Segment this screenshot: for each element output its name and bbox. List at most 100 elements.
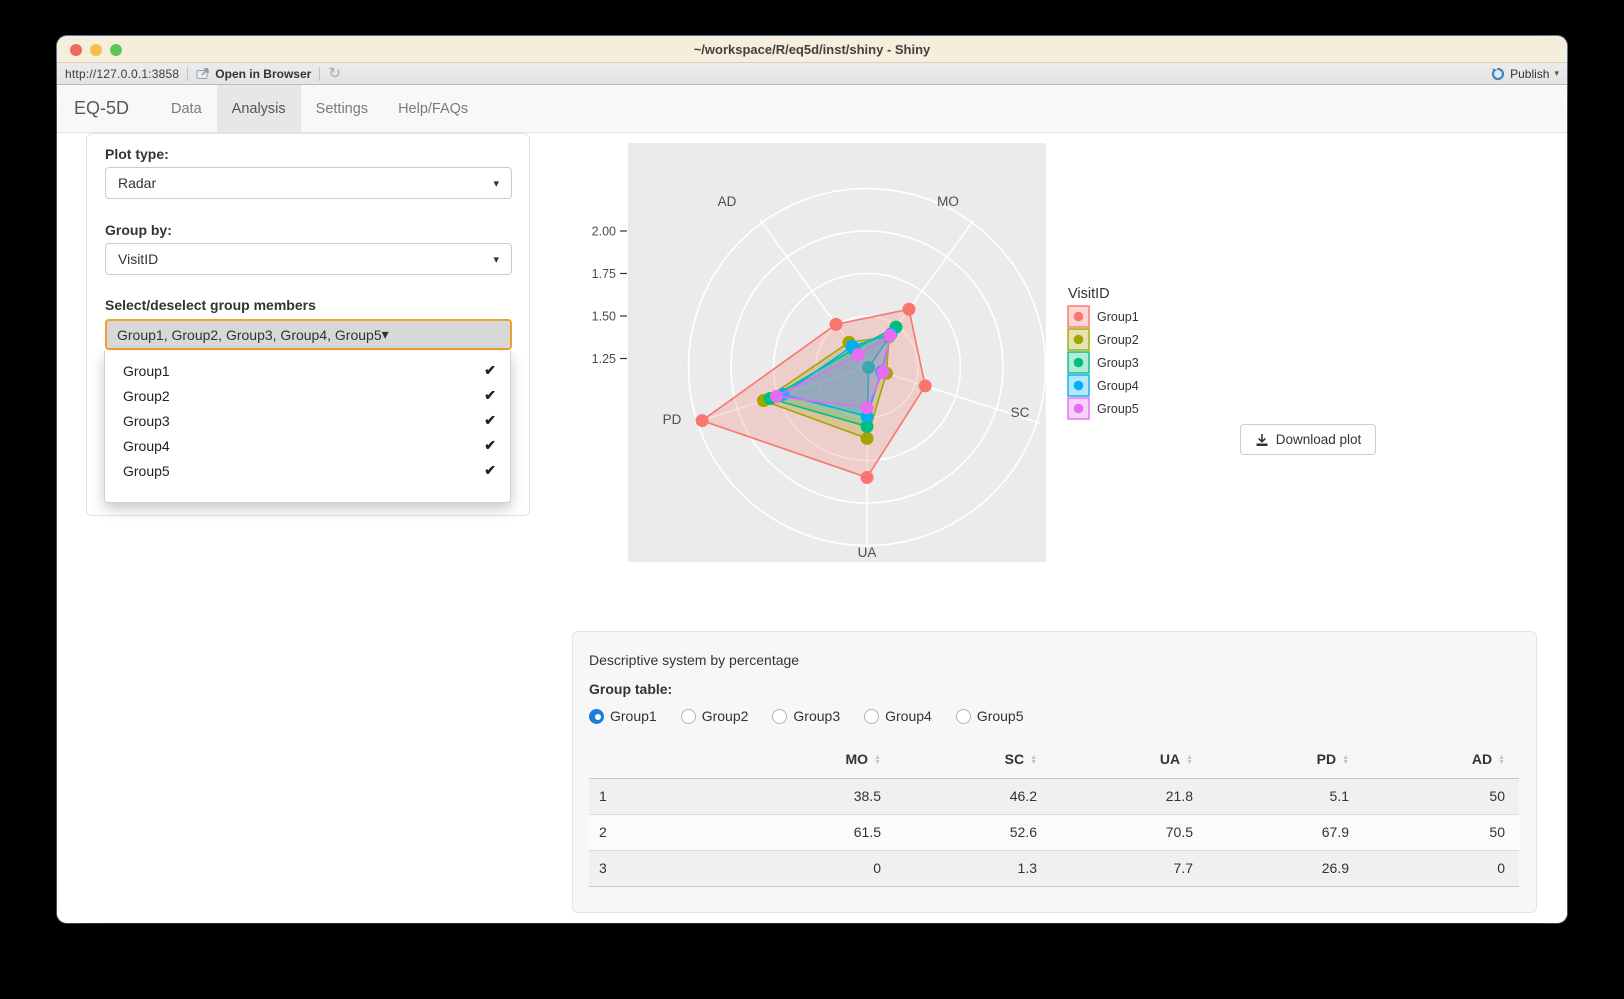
radio-label: Group5 (976, 708, 1024, 724)
dropdown-option-label: Group1 (123, 362, 170, 379)
sort-arrows-icon: ▲ ▼ (1342, 754, 1349, 767)
plot-type-select[interactable]: Radar ▾ (105, 167, 512, 199)
dropdown-option-group3[interactable]: Group3 ✔ (105, 408, 510, 433)
legend-label-group5: Group5 (1097, 402, 1139, 416)
plot-area (628, 143, 1046, 562)
sort-arrows-icon: ▲ ▼ (1498, 754, 1505, 767)
axis-label-SC: SC (1011, 405, 1030, 420)
table-cell: 61.5 (739, 814, 895, 851)
table-cell: 70.5 (1051, 814, 1207, 851)
dropdown-option-group1[interactable]: Group1 ✔ (105, 358, 510, 383)
data-point-group5 (851, 348, 865, 362)
dropdown-option-label: Group4 (123, 437, 170, 454)
legend-point-group2 (1073, 334, 1084, 345)
column-header-label: SC (1004, 750, 1025, 767)
dropdown-option-group5[interactable]: Group5 ✔ (105, 458, 510, 483)
viewer-toolbar: http://127.0.0.1:3858 Open in Browser ↻ … (57, 63, 1567, 85)
axis-label-MO: MO (937, 194, 959, 209)
column-header-label: MO (845, 750, 869, 767)
table-cell: 1.3 (895, 850, 1051, 887)
tab-data[interactable]: Data (171, 100, 202, 117)
radial-tick-label: 2.00 (592, 225, 616, 239)
publish-button[interactable]: Publish ▾ (1491, 67, 1559, 81)
data-point-group1 (860, 471, 874, 484)
legend-label-group1: Group1 (1097, 310, 1139, 324)
table-cell: 7.7 (1051, 850, 1207, 887)
radio-group5[interactable]: Group5 (955, 708, 1024, 724)
publish-caret-icon: ▾ (1554, 68, 1559, 78)
row-name-cell: 3 (589, 850, 739, 887)
table-cell: 52.6 (895, 814, 1051, 851)
radial-tick-label: 1.50 (592, 310, 616, 324)
radio-group2[interactable]: Group2 (680, 708, 748, 724)
legend-title: VisitID (1068, 286, 1110, 302)
radio-group1[interactable]: Group1 (589, 708, 657, 724)
checkmark-icon: ✔ (484, 362, 496, 378)
group-members-value: Group1, Group2, Group3, Group4, Group5 (117, 326, 382, 343)
column-header-ad[interactable]: AD ▲ ▼ (1363, 740, 1519, 779)
url-text: http://127.0.0.1:3858 (65, 66, 180, 81)
axis-label-UA: UA (858, 545, 877, 560)
legend-point-group5 (1073, 403, 1084, 414)
open-in-browser-button[interactable]: Open in Browser (196, 67, 311, 81)
column-header-pd[interactable]: PD ▲ ▼ (1207, 740, 1363, 779)
dropdown-option-group2[interactable]: Group2 ✔ (105, 383, 510, 408)
row-name-cell: 1 (589, 778, 739, 815)
data-point-group1 (829, 317, 843, 331)
table-cell: 67.9 (1207, 814, 1363, 851)
table-cell: 21.8 (1051, 778, 1207, 815)
table-cell: 50 (1363, 778, 1519, 815)
chevron-down-icon: ▾ (381, 326, 389, 342)
sort-arrows-icon: ▲ ▼ (874, 754, 881, 767)
toolbar-divider (319, 66, 321, 81)
dropdown-option-group4[interactable]: Group4 ✔ (105, 433, 510, 458)
group-table-label: Group table: (589, 681, 673, 697)
minimize-window-button[interactable] (90, 43, 102, 56)
legend-point-group4 (1073, 380, 1084, 391)
download-icon (1256, 433, 1268, 446)
tab-settings[interactable]: Settings (315, 100, 369, 117)
row-name-cell: 2 (589, 814, 739, 851)
plot-type-label: Plot type: (105, 146, 169, 162)
axis-spoke-SC (866, 366, 1041, 425)
group-by-select[interactable]: VisitID ▾ (105, 243, 512, 275)
column-header-ua[interactable]: UA ▲ ▼ (1051, 740, 1207, 779)
descriptive-panel: Descriptive system by percentage Group t… (572, 631, 1537, 913)
tab-help-faqs[interactable]: Help/FAQs (398, 100, 469, 117)
group-by-label: Group by: (105, 222, 172, 238)
dropdown-option-label: Group3 (123, 412, 170, 429)
radio-group4[interactable]: Group4 (864, 708, 932, 724)
data-point-group5 (883, 328, 897, 342)
radio-group3[interactable]: Group3 (772, 708, 840, 724)
reload-icon[interactable]: ↻ (328, 64, 341, 82)
zoom-window-button[interactable] (110, 43, 122, 56)
column-header-sc[interactable]: SC ▲ ▼ (895, 740, 1051, 779)
radar-series-group3 (769, 326, 897, 428)
data-point-group5 (769, 389, 783, 403)
axis-label-PD: PD (663, 412, 682, 427)
table-row: 2 61.5 52.6 70.5 67.9 50 (589, 814, 1519, 851)
data-point-group3 (860, 420, 874, 433)
radio-label: Group4 (885, 708, 932, 724)
download-plot-button[interactable]: Download plot (1240, 424, 1376, 455)
data-point-group2 (860, 431, 874, 445)
panel-title: Descriptive system by percentage (589, 652, 800, 668)
group-members-dropdown: Group1 ✔ Group2 ✔ Group3 ✔ Group4 ✔ Group5 ✔ (104, 351, 511, 503)
radial-tick-label: 1.25 (592, 352, 616, 366)
app-brand: EQ-5D (74, 98, 130, 118)
data-point-group5 (876, 365, 890, 379)
group-members-multiselect[interactable]: Group1, Group2, Group3, Group4, Group5 ▾ (105, 319, 512, 350)
group-by-value: VisitID (118, 251, 159, 267)
tab-analysis[interactable]: Analysis (216, 85, 301, 132)
tab-strip: Data Analysis Settings Help/FAQs (156, 85, 483, 132)
plot-type-value: Radar (118, 175, 157, 191)
legend-point-group1 (1073, 311, 1084, 322)
checkmark-icon: ✔ (484, 437, 496, 453)
radio-label: Group1 (610, 708, 657, 724)
group-radio-group: Group1 Group2 Group3 Group4 Group5 (589, 708, 1520, 724)
close-window-button[interactable] (70, 43, 82, 56)
group-members-label: Select/deselect group members (105, 297, 316, 313)
column-header-mo[interactable]: MO ▲ ▼ (739, 740, 895, 779)
table-row: 3 0 1.3 7.7 26.9 0 (589, 850, 1519, 887)
table-cell: 50 (1363, 814, 1519, 851)
